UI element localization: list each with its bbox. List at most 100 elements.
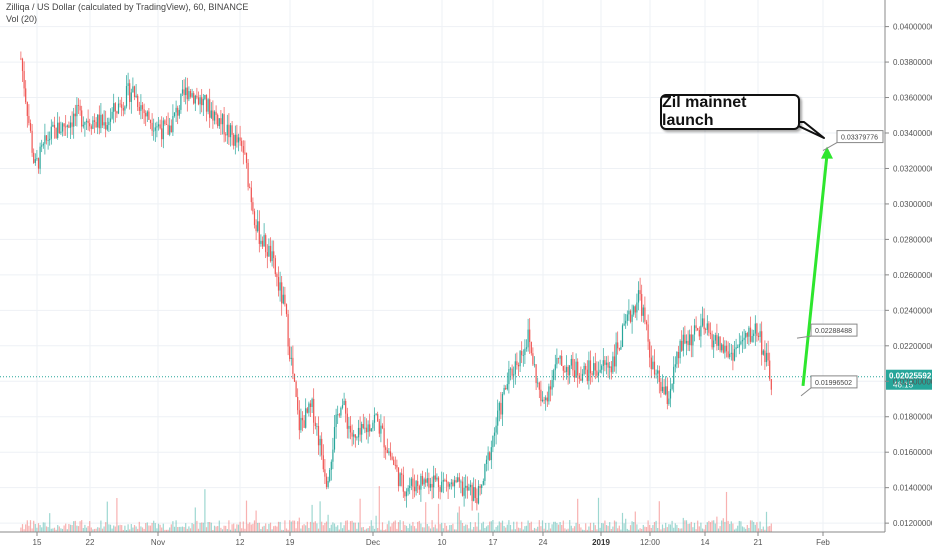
volume-bar <box>205 527 208 532</box>
candle-body <box>189 91 192 97</box>
volume-bar <box>634 511 636 532</box>
candle-body <box>589 360 592 374</box>
volume-bar <box>586 529 588 532</box>
candle-body <box>340 407 342 416</box>
candle-body <box>591 373 593 375</box>
volume-bar <box>226 529 228 532</box>
volume-bar <box>516 521 518 532</box>
candle-body <box>516 361 518 366</box>
volume-bar <box>770 523 772 532</box>
time-tick-label: 15 <box>33 538 42 547</box>
candle-body <box>540 389 542 402</box>
volume-bar <box>349 521 352 532</box>
candle-body <box>241 140 243 147</box>
candle-body <box>194 95 196 104</box>
candle-body <box>565 366 568 372</box>
candle-body <box>383 428 385 448</box>
volume-bar <box>653 522 656 532</box>
candle-body <box>196 95 198 98</box>
candle-body <box>716 335 718 346</box>
candle-body <box>186 87 188 100</box>
volume-bar <box>58 526 60 532</box>
volume-bar <box>100 520 102 532</box>
volume-bar <box>445 525 448 532</box>
volume-bar <box>530 521 532 532</box>
candle-body <box>740 341 742 345</box>
candle-body <box>554 364 556 371</box>
candle-body <box>250 187 252 203</box>
volume-bar <box>209 521 211 532</box>
time-tick-label: 2019 <box>592 538 610 547</box>
volume-bar <box>492 520 494 532</box>
volume-bar <box>413 526 416 532</box>
volume-bar <box>241 528 243 532</box>
volume-bar <box>57 525 59 532</box>
candle-body <box>385 447 387 450</box>
volume-bar <box>601 522 603 532</box>
candle-body <box>37 158 40 169</box>
candle-body <box>761 331 763 355</box>
candle-body <box>615 342 617 367</box>
price-callout-label: 0.02288488 <box>815 328 852 335</box>
candle-body <box>49 138 51 141</box>
volume-bar <box>252 523 254 532</box>
candle-body <box>337 414 339 416</box>
candle-body <box>501 394 504 415</box>
volume-bar <box>485 526 488 532</box>
candle-body <box>273 251 275 259</box>
volume-bar <box>551 524 553 532</box>
volume-bar <box>61 528 64 532</box>
volume-bar <box>703 529 705 532</box>
candle-body <box>481 484 483 489</box>
volume-bar <box>92 529 94 532</box>
candle-body <box>631 314 633 322</box>
volume-bar <box>735 528 737 532</box>
volume-bar <box>90 527 92 532</box>
volume-bar <box>421 527 424 532</box>
candle-body <box>132 86 134 93</box>
candle-body <box>162 120 164 140</box>
candle-body <box>319 438 321 446</box>
candle-body <box>141 105 144 110</box>
volume-bar <box>737 525 739 532</box>
volume-bar <box>274 525 276 532</box>
candle-body <box>157 124 160 127</box>
volume-bar <box>287 529 289 532</box>
volume-bar <box>367 528 369 532</box>
candle-body <box>239 137 241 141</box>
volume-bar <box>407 528 409 532</box>
candle-body <box>103 122 105 126</box>
candle-body <box>714 335 716 341</box>
candle-body <box>343 400 345 406</box>
volume-bar <box>540 526 542 532</box>
volume-bar <box>709 522 712 532</box>
candle-body <box>695 325 697 329</box>
volume-bar <box>23 529 25 532</box>
candle-body <box>685 340 688 344</box>
candle-body <box>572 358 574 371</box>
volume-indicator-label: Vol (20) <box>6 14 38 24</box>
candle-body <box>588 360 590 381</box>
projection-arrowhead <box>821 146 833 159</box>
volume-bar <box>79 521 81 532</box>
candle-body <box>135 95 137 97</box>
candle-body <box>745 332 747 338</box>
candle-body <box>82 124 84 127</box>
volume-bar <box>381 522 384 532</box>
volume-bar <box>690 521 692 532</box>
volume-bar <box>556 522 558 532</box>
candle-body <box>402 474 404 492</box>
candle-body <box>573 370 576 378</box>
candle-body <box>693 325 696 335</box>
volume-bar <box>333 523 336 532</box>
candle-body <box>58 122 60 134</box>
volume-bar <box>60 528 62 532</box>
volume-bar <box>716 516 718 532</box>
candle-body <box>185 87 187 96</box>
candle-body <box>415 481 417 492</box>
candle-body <box>63 123 65 127</box>
candle-body <box>449 484 451 487</box>
candle-body <box>167 124 169 135</box>
candle-body <box>689 334 691 345</box>
